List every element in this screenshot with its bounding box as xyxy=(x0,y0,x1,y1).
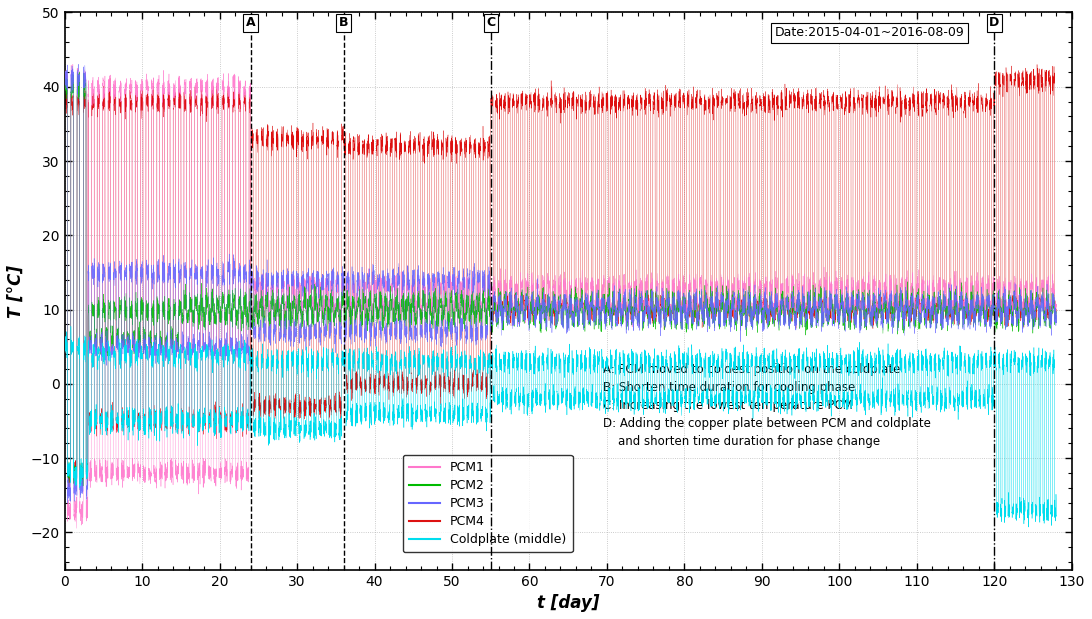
Y-axis label: T [°C]: T [°C] xyxy=(7,264,25,318)
Text: C: C xyxy=(486,16,496,29)
Text: A: PCM moved to coldest position on the coldplate
B: Shorten time duration for c: A: PCM moved to coldest position on the … xyxy=(604,363,931,449)
Legend: PCM1, PCM2, PCM3, PCM4, Coldplate (middle): PCM1, PCM2, PCM3, PCM4, Coldplate (middl… xyxy=(403,455,572,552)
Text: D: D xyxy=(989,16,999,29)
X-axis label: t [day]: t [day] xyxy=(537,594,600,612)
Text: A: A xyxy=(246,16,256,29)
Text: Date:2015-04-01~2016-08-09: Date:2015-04-01~2016-08-09 xyxy=(774,27,964,40)
Text: B: B xyxy=(339,16,348,29)
